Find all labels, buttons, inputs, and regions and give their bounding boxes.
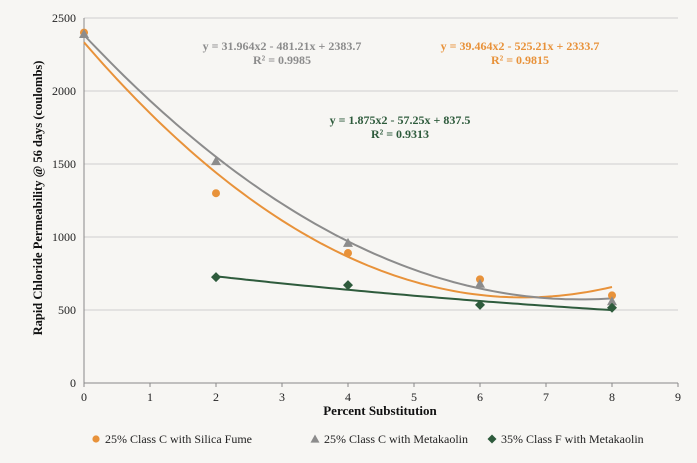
trendline-series-2 bbox=[83, 34, 613, 301]
x-tick-label: 2 bbox=[213, 390, 219, 404]
trendline-equation: y = 1.875x2 - 57.25x + 837.5 bbox=[330, 113, 471, 127]
r-squared-label: R² = 0.9313 bbox=[371, 127, 429, 141]
data-point-series-2 bbox=[607, 296, 617, 306]
trendline-equation: y = 31.964x2 - 481.21x + 2383.7 bbox=[203, 39, 362, 53]
trendlines bbox=[83, 34, 613, 312]
legend-marker-series-3 bbox=[487, 434, 497, 444]
y-axis-title: Rapid Chloride Permeability @ 56 days (c… bbox=[31, 61, 45, 336]
data-point-series-1 bbox=[608, 291, 616, 300]
x-tick-label: 4 bbox=[345, 390, 351, 404]
r-squared-label: R² = 0.9815 bbox=[491, 53, 549, 67]
r-squared-label: R² = 0.9985 bbox=[253, 53, 311, 67]
data-point-series-2 bbox=[343, 237, 353, 247]
x-tick-label: 3 bbox=[279, 390, 285, 404]
trendline-equation: y = 39.464x2 - 525.21x + 2333.7 bbox=[441, 39, 600, 53]
grid-lines bbox=[84, 17, 678, 311]
equation-labels: y = 39.464x2 - 525.21x + 2333.7R² = 0.98… bbox=[203, 39, 600, 141]
data-point-series-3 bbox=[607, 302, 617, 313]
x-tick-label: 0 bbox=[81, 390, 87, 404]
y-tick-label: 0 bbox=[70, 376, 76, 390]
trendline-series-3 bbox=[215, 275, 613, 312]
x-tick-label: 7 bbox=[543, 390, 549, 404]
y-tick-label: 1000 bbox=[52, 230, 76, 244]
x-tick-label: 9 bbox=[675, 390, 681, 404]
data-point-series-2 bbox=[475, 278, 485, 288]
data-point-series-2 bbox=[79, 29, 89, 39]
data-point-series-3 bbox=[211, 272, 221, 283]
data-point-series-3 bbox=[343, 280, 353, 291]
x-tick-label: 1 bbox=[147, 390, 153, 404]
x-tick-label: 5 bbox=[411, 390, 417, 404]
y-tick-label: 2000 bbox=[52, 84, 76, 98]
legend-marker-series-2 bbox=[310, 434, 320, 443]
legend: 25% Class C with Silica Fume 25% Class C … bbox=[92, 432, 644, 446]
axes: 0 500 1000 1500 2000 2500 0 1 2 3 4 5 6 7 8 9 bbox=[52, 11, 681, 404]
x-tick-label: 6 bbox=[477, 390, 483, 404]
y-tick-label: 1500 bbox=[52, 157, 76, 171]
legend-label: 25% Class C with Metakaolin bbox=[324, 432, 468, 446]
data-point-series-2 bbox=[211, 156, 221, 166]
data-point-series-3 bbox=[475, 299, 485, 310]
trendline-series-1 bbox=[83, 41, 613, 299]
legend-marker-series-1 bbox=[92, 435, 100, 443]
legend-label: 25% Class C with Silica Fume bbox=[105, 432, 252, 446]
x-tick-label: 8 bbox=[609, 390, 615, 404]
data-points bbox=[79, 28, 617, 313]
x-axis-title: Percent Substitution bbox=[323, 403, 437, 418]
y-tick-label: 500 bbox=[58, 303, 76, 317]
data-point-series-1 bbox=[344, 249, 352, 258]
legend-label: 35% Class F with Metakaolin bbox=[501, 432, 644, 446]
data-point-series-1 bbox=[212, 189, 220, 198]
y-tick-label: 2500 bbox=[52, 11, 76, 25]
